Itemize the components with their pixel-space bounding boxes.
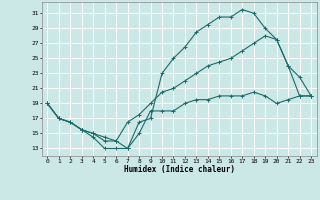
X-axis label: Humidex (Indice chaleur): Humidex (Indice chaleur) <box>124 165 235 174</box>
